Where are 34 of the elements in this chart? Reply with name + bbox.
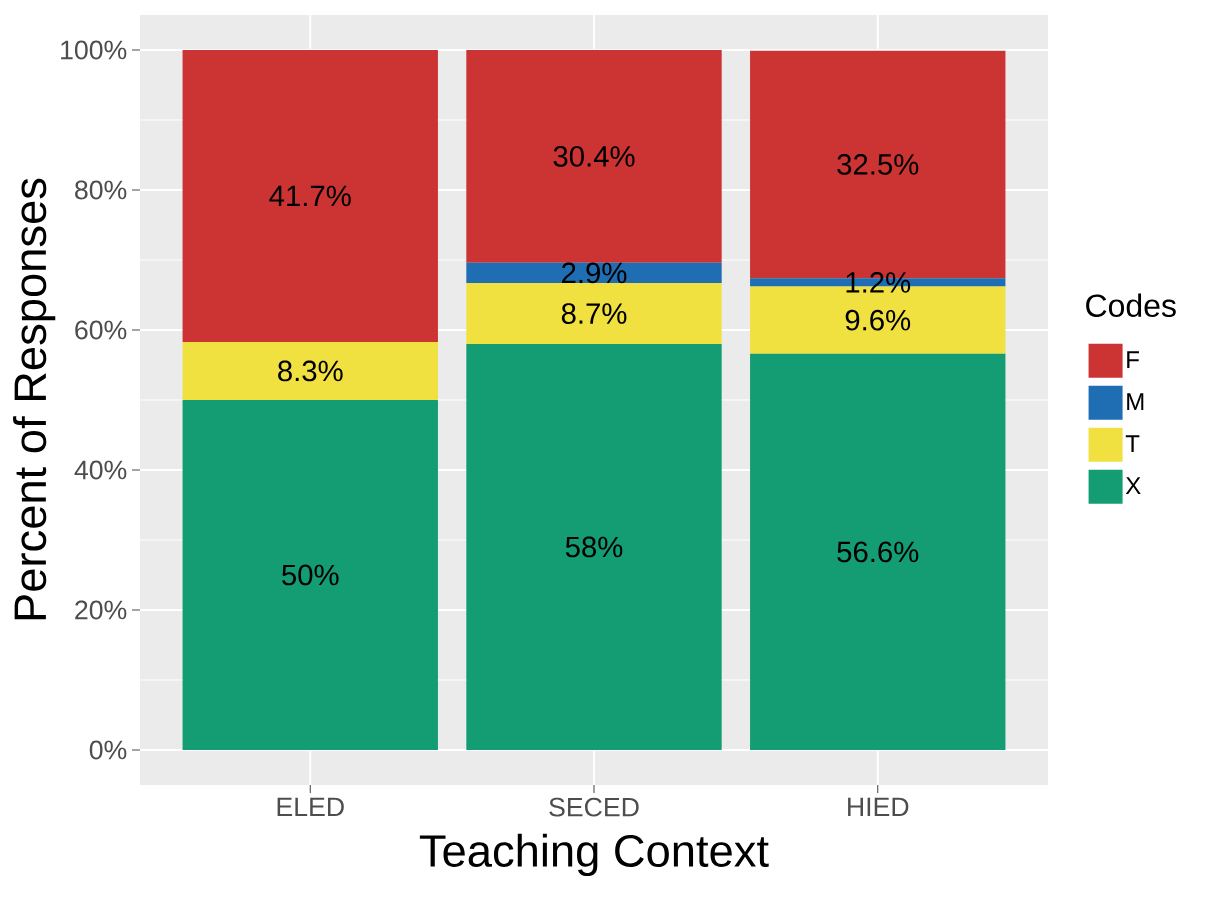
y-tick-label: 20% [75, 600, 127, 620]
bar [466, 283, 722, 344]
bar [182, 341, 438, 400]
bar [466, 343, 722, 750]
bar [466, 49, 722, 263]
x-axis-title: Teaching Context [419, 833, 769, 876]
data-label: 8.7% [561, 303, 627, 324]
x-tick-label: HIED [848, 797, 909, 817]
y-tick-label: 60% [75, 320, 127, 340]
data-label: 2.9% [562, 262, 627, 284]
data-label: 32.5% [837, 154, 919, 175]
y-tick-label: 80% [75, 180, 127, 200]
data-label: 56.6% [837, 541, 919, 563]
data-label: 50% [282, 564, 339, 586]
legend-label: M [1127, 393, 1144, 410]
data-label: 9.6% [845, 309, 911, 331]
bar [182, 399, 438, 750]
y-tick-label: 40% [74, 460, 127, 480]
x-tick-label: ELED [277, 797, 344, 817]
legend-label: F [1127, 351, 1139, 368]
bar [466, 262, 722, 284]
data-label: 8.3% [278, 360, 343, 382]
data-label: 41.7% [269, 185, 351, 207]
data-label: 30.4% [553, 145, 635, 167]
y-tick-label: 0% [89, 740, 127, 760]
legend-label: X [1125, 477, 1141, 494]
y-tick-label: 100% [61, 40, 127, 60]
legend-label: T [1125, 435, 1140, 452]
bar [182, 49, 438, 342]
x-tick-label: SECED [549, 797, 639, 817]
bar [750, 353, 1006, 750]
y-axis-title: Percent of Responses [13, 178, 56, 620]
data-label: 58% [565, 536, 623, 558]
legend-title: Codes [1086, 293, 1176, 318]
